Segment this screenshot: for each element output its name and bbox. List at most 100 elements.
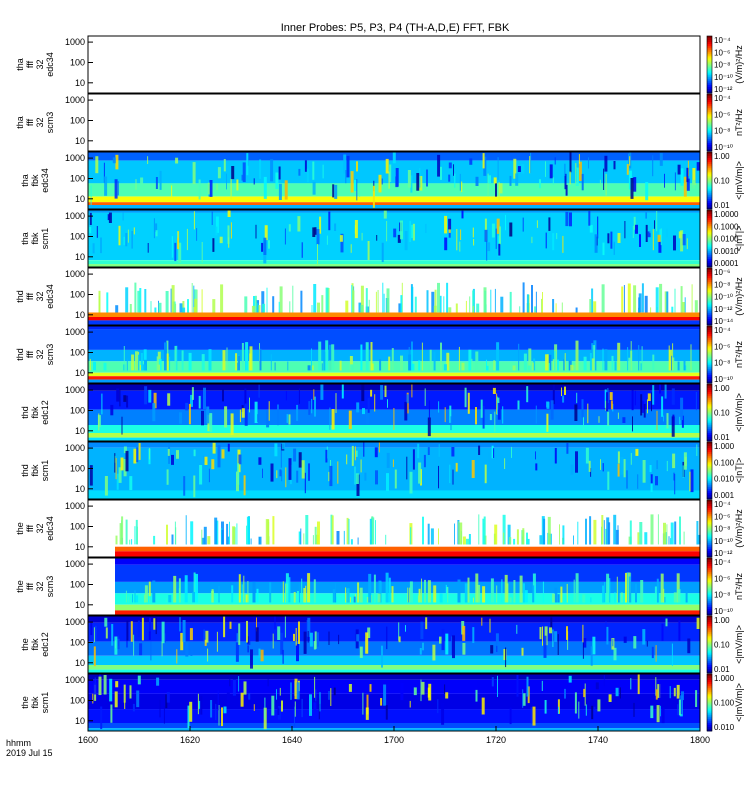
streak — [232, 679, 236, 696]
streak — [513, 158, 517, 179]
colorbar-step — [707, 246, 712, 250]
y-tick-label: 10 — [75, 600, 85, 610]
streak — [211, 459, 215, 470]
streak — [198, 700, 201, 709]
streak — [612, 638, 614, 647]
spectrogram-10 — [115, 558, 700, 615]
colorbar-step — [707, 502, 712, 505]
streak — [227, 225, 230, 244]
streak — [388, 171, 390, 189]
streak — [337, 461, 339, 484]
colorbar-step — [707, 126, 712, 130]
streak — [433, 351, 436, 371]
streak — [249, 346, 253, 371]
band-6-6 — [88, 376, 700, 380]
colorbar-label: nT²/Hz — [734, 573, 744, 601]
streak — [548, 354, 552, 371]
streak — [147, 156, 149, 164]
streak — [409, 581, 413, 603]
streak — [277, 626, 281, 640]
colorbar-step — [707, 714, 712, 718]
colorbar-step — [707, 436, 712, 440]
streak — [372, 185, 375, 208]
colorbar-step — [707, 624, 712, 627]
streak — [105, 627, 108, 639]
streak — [360, 344, 363, 371]
streak — [206, 406, 210, 424]
streak — [603, 168, 605, 190]
colorbar-step — [707, 696, 712, 699]
streak — [421, 681, 425, 695]
colorbar-label: (V/m)²/Hz — [734, 45, 744, 84]
streak — [472, 627, 475, 643]
streak — [664, 384, 667, 399]
streak — [582, 594, 586, 603]
colorbar-label: (V/m)²/Hz — [734, 509, 744, 548]
streak — [348, 518, 350, 545]
streak — [550, 617, 553, 628]
streak — [448, 307, 452, 313]
streak — [666, 460, 668, 472]
colorbar-step — [707, 668, 712, 672]
y-tick-label: 100 — [70, 116, 85, 126]
colorbar-step — [707, 214, 712, 217]
streak — [111, 624, 114, 646]
colorbar-tick-label: 10⁻¹⁰ — [714, 375, 733, 384]
streak — [661, 623, 664, 641]
streak — [406, 456, 408, 480]
streak — [149, 447, 151, 460]
colorbar-step — [707, 680, 712, 683]
colorbar-step — [707, 416, 712, 420]
y-tick-label: 100 — [70, 290, 85, 300]
colorbar-step — [707, 538, 712, 542]
colorbar-tick-label: 10⁻¹⁴ — [714, 317, 734, 326]
colorbar-step — [707, 454, 712, 457]
streak — [640, 580, 644, 603]
streak — [664, 291, 668, 313]
colorbar-step — [707, 90, 712, 94]
streak — [218, 705, 220, 726]
streak — [313, 389, 315, 400]
streak — [505, 214, 506, 231]
colorbar-step — [707, 554, 712, 558]
streak — [676, 684, 680, 699]
colorbar-step — [707, 244, 712, 248]
streak — [339, 235, 343, 242]
colorbar-step — [707, 600, 712, 604]
streak — [190, 650, 193, 656]
streak — [126, 620, 129, 641]
streak — [98, 676, 102, 695]
streak — [426, 290, 429, 313]
colorbar-step — [707, 506, 712, 509]
streak — [93, 627, 95, 643]
streak — [589, 299, 592, 313]
colorbar-step — [707, 96, 712, 99]
streak — [516, 675, 519, 697]
streak — [267, 679, 269, 687]
streak — [500, 296, 504, 313]
colorbar-step — [707, 188, 712, 192]
streak — [90, 622, 93, 636]
streak — [175, 157, 179, 164]
streak — [305, 515, 309, 545]
streak — [656, 410, 658, 430]
streak — [467, 392, 470, 414]
colorbar-step — [707, 682, 712, 685]
streak — [467, 577, 470, 603]
streak — [598, 416, 600, 423]
colorbar-step — [707, 568, 712, 571]
streak — [127, 229, 129, 243]
colorbar-step — [707, 530, 712, 533]
streak — [200, 695, 203, 715]
streak — [581, 173, 584, 191]
streak — [229, 621, 232, 629]
panel-label-line: fbk — [30, 406, 40, 419]
streak — [471, 460, 475, 478]
streak — [125, 233, 128, 247]
streak — [287, 361, 289, 371]
streak — [671, 388, 675, 405]
streak — [614, 361, 617, 371]
colorbar-step — [707, 524, 712, 527]
streak — [104, 617, 108, 627]
